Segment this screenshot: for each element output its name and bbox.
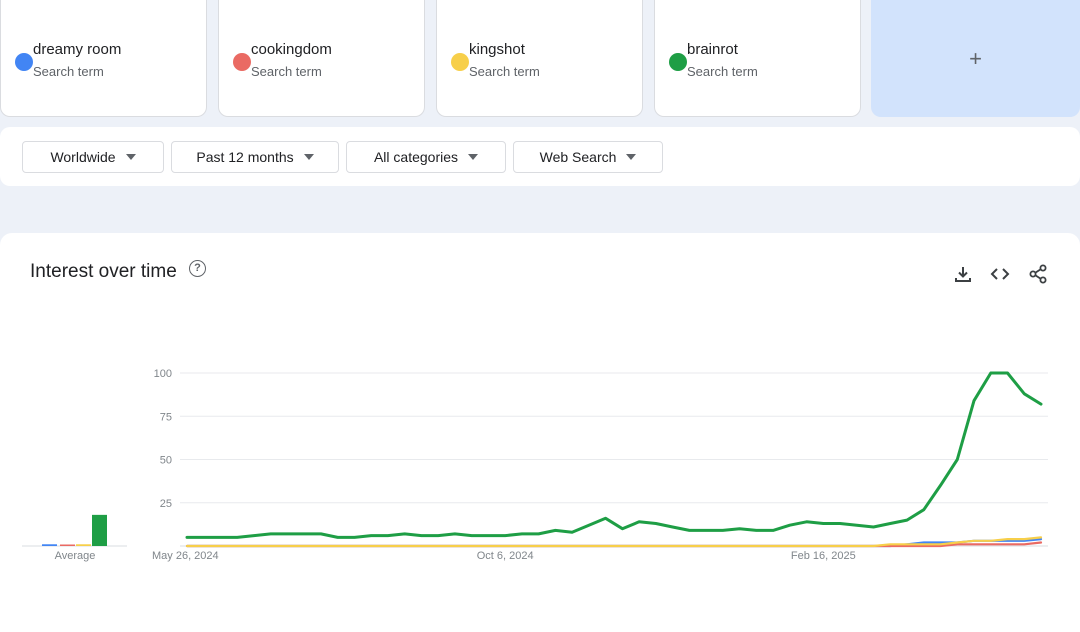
y-tick-label: 75 — [160, 411, 172, 423]
term-card-dreamy-room[interactable]: dreamy room Search term — [0, 0, 207, 117]
share-icon[interactable] — [1027, 263, 1049, 285]
help-icon[interactable]: ? — [189, 260, 206, 277]
term-subtitle: Search term — [469, 64, 540, 79]
average-label: Average — [55, 550, 96, 562]
term-name: kingshot — [469, 41, 525, 58]
caret-down-icon — [468, 154, 479, 160]
x-tick-label: Feb 16, 2025 — [791, 550, 856, 562]
term-card-brainrot[interactable]: brainrot Search term — [654, 0, 861, 117]
series-line-brainrot — [185, 371, 1043, 539]
term-color-dot — [669, 53, 687, 71]
term-color-dot — [451, 53, 469, 71]
plus-icon: + — [969, 45, 982, 71]
average-bar-cookingdom — [60, 544, 75, 546]
term-card-kingshot[interactable]: kingshot Search term — [436, 0, 643, 117]
y-tick-label: 25 — [160, 498, 172, 510]
term-subtitle: Search term — [33, 64, 104, 79]
search-type-dropdown[interactable]: Web Search — [513, 141, 663, 173]
average-bar-kingshot — [76, 544, 91, 546]
average-bar-dreamy-room — [42, 544, 57, 546]
x-tick-label: May 26, 2024 — [152, 550, 219, 562]
caret-down-icon — [303, 154, 314, 160]
region-label: Worldwide — [50, 149, 116, 165]
y-tick-label: 100 — [154, 368, 172, 380]
filter-bar: Worldwide Past 12 months All categories … — [0, 127, 1080, 186]
series-line-kingshot — [185, 536, 1043, 548]
average-bar-brainrot — [92, 514, 107, 546]
download-icon[interactable] — [952, 263, 974, 285]
term-color-dot — [15, 53, 33, 71]
interest-over-time-panel: Interest over time ? 25 50 75 100 May 26, 20… — [0, 233, 1080, 632]
x-tick-label: Oct 6, 2024 — [477, 550, 534, 562]
term-card-cookingdom[interactable]: cookingdom Search term — [218, 0, 425, 117]
category-dropdown[interactable]: All categories — [346, 141, 506, 173]
caret-down-icon — [626, 154, 637, 160]
add-term-button[interactable]: + — [871, 0, 1080, 117]
term-color-dot — [233, 53, 251, 71]
category-label: All categories — [373, 149, 459, 165]
embed-icon[interactable] — [989, 263, 1011, 285]
term-subtitle: Search term — [251, 64, 322, 79]
search-type-label: Web Search — [539, 149, 617, 165]
term-name: brainrot — [687, 41, 738, 58]
caret-down-icon — [125, 154, 136, 160]
term-name: cookingdom — [251, 41, 332, 58]
time-range-label: Past 12 months — [196, 149, 294, 165]
panel-title: Interest over time — [30, 261, 177, 282]
y-tick-label: 50 — [160, 455, 172, 467]
region-dropdown[interactable]: Worldwide — [22, 141, 164, 173]
term-name: dreamy room — [33, 41, 122, 58]
search-terms-bar: dreamy room Search term cookingdom Searc… — [0, 0, 1080, 120]
term-subtitle: Search term — [687, 64, 758, 79]
time-range-dropdown[interactable]: Past 12 months — [171, 141, 339, 173]
interest-chart: 25 50 75 100 May 26, 2024 Oct 6, 2024 Feb 16, … — [22, 368, 1048, 562]
